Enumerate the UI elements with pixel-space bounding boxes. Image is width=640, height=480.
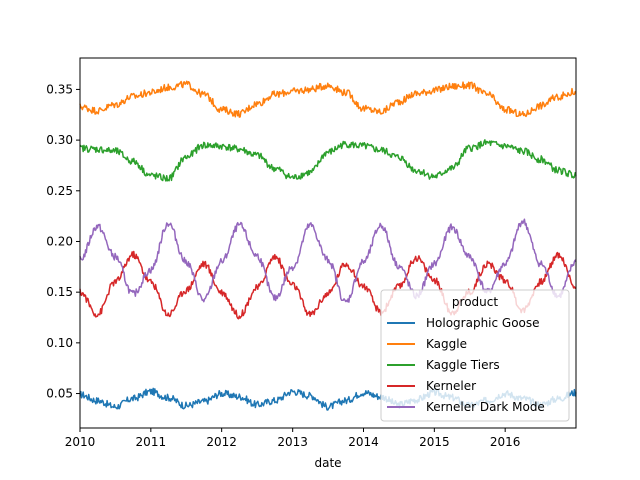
x-tick-label: 2011: [136, 435, 167, 449]
y-tick-label: 0.15: [46, 285, 73, 299]
x-tick-label: 2013: [277, 435, 308, 449]
legend-item-label: Holographic Goose: [426, 316, 540, 330]
x-axis-label: date: [314, 456, 341, 470]
x-tick-label: 2014: [348, 435, 379, 449]
y-tick-label: 0.30: [46, 133, 73, 147]
y-tick-label: 0.25: [46, 184, 73, 198]
series-line-kerneler-dark-mode: [79, 218, 577, 303]
x-tick-label: 2010: [65, 435, 96, 449]
legend-item-label: Kaggle Tiers: [426, 358, 500, 372]
legend-item-label: Kerneler Dark Mode: [426, 400, 545, 414]
x-tick-label: 2016: [490, 435, 521, 449]
y-tick-label: 0.10: [46, 336, 73, 350]
plot-frame: [79, 57, 577, 429]
series-line-kaggle-tiers: [79, 139, 577, 182]
legend-frame: [380, 289, 570, 422]
y-tick-label: 0.05: [46, 387, 73, 401]
x-axis: 2010 2011 2012 2013 2014 2015 2016: [65, 428, 521, 449]
legend-item-label: Kaggle: [426, 337, 467, 351]
y-tick-label: 0.20: [46, 234, 73, 248]
y-axis: 0.05 0.10 0.15 0.20 0.25 0.30 0.35: [46, 82, 80, 401]
legend-item-label: Kerneler: [426, 379, 476, 393]
legend: product Holographic Goose Kaggle Kaggle Ti…: [380, 289, 570, 422]
x-tick-label: 2012: [206, 435, 237, 449]
x-tick-label: 2015: [419, 435, 450, 449]
legend-title: product: [452, 295, 498, 309]
series-line-kerneler: [79, 250, 577, 320]
y-tick-label: 0.35: [46, 82, 73, 96]
series-line-kaggle: [79, 80, 577, 118]
